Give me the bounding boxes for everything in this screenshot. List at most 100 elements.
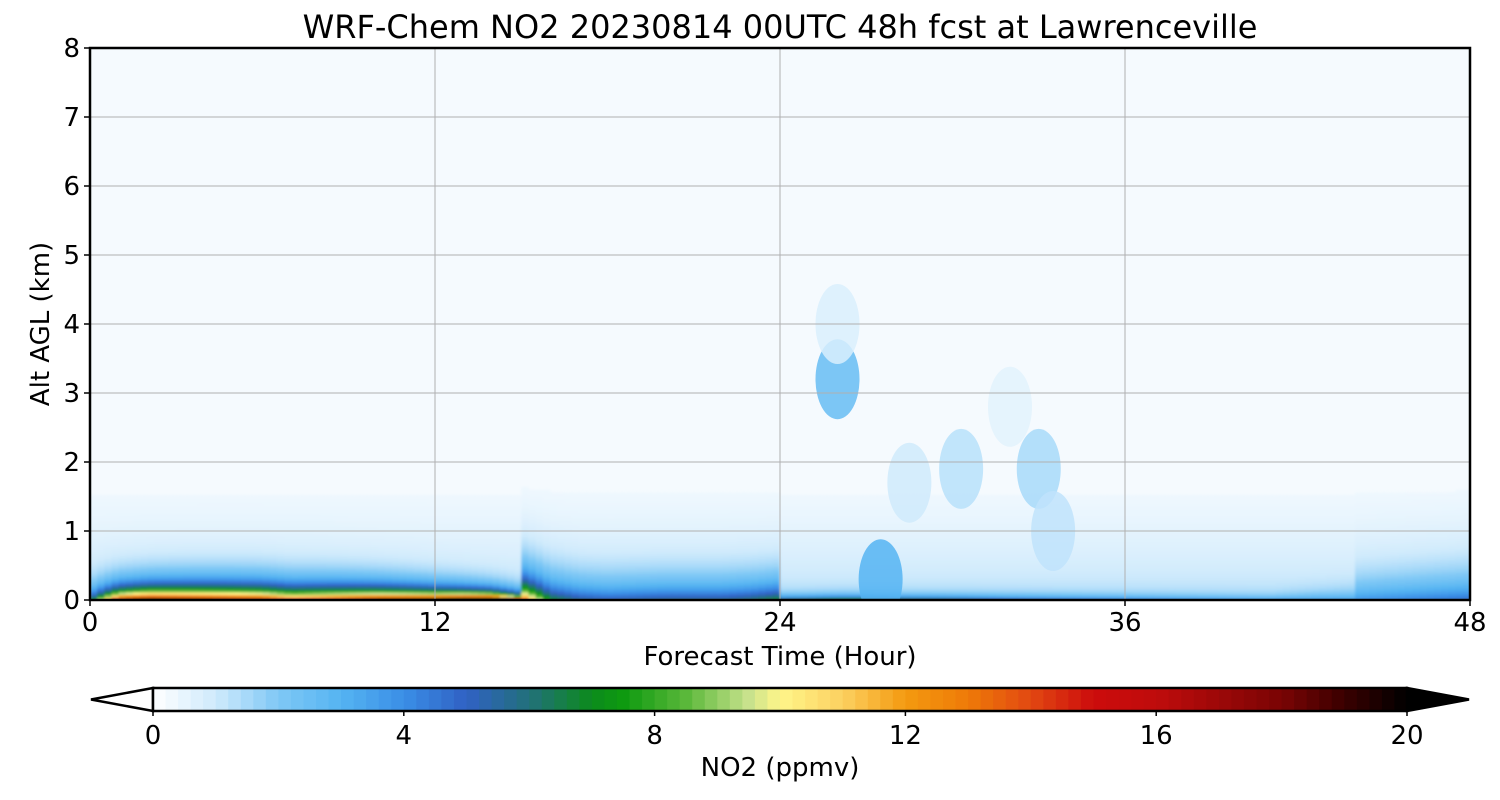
colorbar-swatch-8 xyxy=(253,688,267,711)
no2-field xyxy=(90,284,1470,600)
colorbar-swatch-33 xyxy=(566,688,580,711)
colorbar-swatch-2 xyxy=(178,688,192,711)
colorbar-swatch-26 xyxy=(479,688,493,711)
y-tick-label-7: 7 xyxy=(63,103,80,133)
colorbar-swatch-68 xyxy=(1005,688,1019,711)
colorbar-swatch-79 xyxy=(1143,688,1157,711)
colorbar-swatch-82 xyxy=(1181,688,1195,711)
colorbar-swatch-58 xyxy=(880,688,894,711)
colorbar-swatch-12 xyxy=(303,688,317,711)
colorbar-swatch-54 xyxy=(830,688,844,711)
plot-area xyxy=(88,46,1472,602)
colorbar-swatch-42 xyxy=(679,688,693,711)
colorbar-swatch-38 xyxy=(629,688,643,711)
y-tick-label-6: 6 xyxy=(63,172,80,202)
colorbar-swatch-49 xyxy=(767,688,781,711)
colorbar-swatch-83 xyxy=(1193,688,1207,711)
colorbar-swatch-27 xyxy=(491,688,505,711)
colorbar-swatch-72 xyxy=(1055,688,1069,711)
colorbar-swatch-43 xyxy=(692,688,706,711)
colorbar-swatch-29 xyxy=(516,688,530,711)
y-axis-ticks: 0 1 2 3 4 5 6 7 8 xyxy=(63,34,90,616)
colorbar-swatch-41 xyxy=(667,688,681,711)
colorbar-swatch-53 xyxy=(817,688,831,711)
colorbar-swatch-99 xyxy=(1394,688,1408,711)
colorbar-swatch-80 xyxy=(1156,688,1170,711)
colorbar-swatch-75 xyxy=(1093,688,1107,711)
colorbar-swatch-39 xyxy=(642,688,656,711)
colorbar-swatch-32 xyxy=(554,688,568,711)
colorbar-swatch-67 xyxy=(993,688,1007,711)
colorbar-swatch-44 xyxy=(704,688,718,711)
gridlines xyxy=(90,48,1470,600)
y-axis-label: Alt AGL (km) xyxy=(26,242,56,406)
colorbar-swatches xyxy=(153,688,1408,711)
colorbar-swatch-9 xyxy=(265,688,279,711)
colorbar-swatch-65 xyxy=(968,688,982,711)
colorbar-swatch-88 xyxy=(1256,688,1270,711)
x-tick-label-4: 48 xyxy=(1453,608,1486,638)
colorbar-swatch-21 xyxy=(416,688,430,711)
colorbar-swatch-55 xyxy=(842,688,856,711)
colorbar-swatch-89 xyxy=(1269,688,1283,711)
colorbar-swatch-98 xyxy=(1381,688,1395,711)
colorbar-swatch-60 xyxy=(905,688,919,711)
colorbar-swatch-59 xyxy=(892,688,906,711)
x-tick-label-3: 36 xyxy=(1108,608,1141,638)
plume-feature-0 xyxy=(815,339,860,420)
colorbar-frame xyxy=(151,686,1409,713)
y-tick-label-5: 5 xyxy=(63,241,80,271)
colorbar-swatch-86 xyxy=(1231,688,1245,711)
colorbar-ticks: 0 4 8 12 16 20 xyxy=(145,711,1424,751)
colorbar-extend-low xyxy=(90,686,155,713)
colorbar-swatch-28 xyxy=(504,688,518,711)
colorbar-label: NO2 (ppmv) xyxy=(701,753,860,783)
colorbar-swatch-81 xyxy=(1168,688,1182,711)
colorbar-swatch-92 xyxy=(1306,688,1320,711)
colorbar-swatch-87 xyxy=(1243,688,1258,711)
colorbar-swatch-24 xyxy=(453,688,467,711)
colorbar-swatch-97 xyxy=(1369,688,1383,711)
colorbar-swatch-4 xyxy=(203,688,217,711)
colorbar-swatch-25 xyxy=(466,688,480,711)
colorbar-swatch-14 xyxy=(328,688,342,711)
colorbar-swatch-69 xyxy=(1018,688,1032,711)
colorbar-swatch-37 xyxy=(616,688,631,711)
colorbar-swatch-73 xyxy=(1068,688,1082,711)
colorbar-swatch-16 xyxy=(353,688,367,711)
colorbar-swatch-85 xyxy=(1218,688,1232,711)
colorbar-swatch-74 xyxy=(1080,688,1094,711)
colorbar-swatch-6 xyxy=(228,688,242,711)
colorbar-swatch-31 xyxy=(541,688,555,711)
colorbar-swatch-90 xyxy=(1281,688,1295,711)
y-tick-label-3: 3 xyxy=(63,379,80,409)
colorbar-swatch-76 xyxy=(1106,688,1120,711)
colorbar-tick-label-5: 20 xyxy=(1390,721,1423,751)
colorbar-swatch-47 xyxy=(742,688,756,711)
colorbar-swatch-70 xyxy=(1030,688,1044,711)
y-tick-label-0: 0 xyxy=(63,586,80,616)
colorbar-swatch-36 xyxy=(604,688,618,711)
plume-feature-5 xyxy=(1016,428,1061,509)
colorbar-swatch-7 xyxy=(240,688,254,711)
y-tick-label-8: 8 xyxy=(63,34,80,64)
colorbar-tick-label-1: 4 xyxy=(396,721,413,751)
colorbar-swatch-23 xyxy=(441,688,455,711)
colorbar-swatch-15 xyxy=(341,688,355,711)
plume-feature-4 xyxy=(988,366,1032,447)
colorbar-swatch-78 xyxy=(1131,688,1145,711)
colorbar-swatch-91 xyxy=(1294,688,1308,711)
colorbar-swatch-40 xyxy=(654,688,668,711)
x-axis-ticks: 0 12 24 36 48 xyxy=(82,600,1487,638)
colorbar-swatch-66 xyxy=(980,688,994,711)
colorbar-swatch-61 xyxy=(917,688,931,711)
y-tick-label-2: 2 xyxy=(63,448,80,478)
colorbar-swatch-51 xyxy=(792,688,806,711)
colorbar-swatch-10 xyxy=(278,688,292,711)
plume-feature-7 xyxy=(858,539,903,600)
colorbar-swatch-63 xyxy=(943,688,957,711)
colorbar-swatch-5 xyxy=(215,688,229,711)
x-tick-label-1: 12 xyxy=(418,608,451,638)
colorbar-swatch-56 xyxy=(855,688,869,711)
